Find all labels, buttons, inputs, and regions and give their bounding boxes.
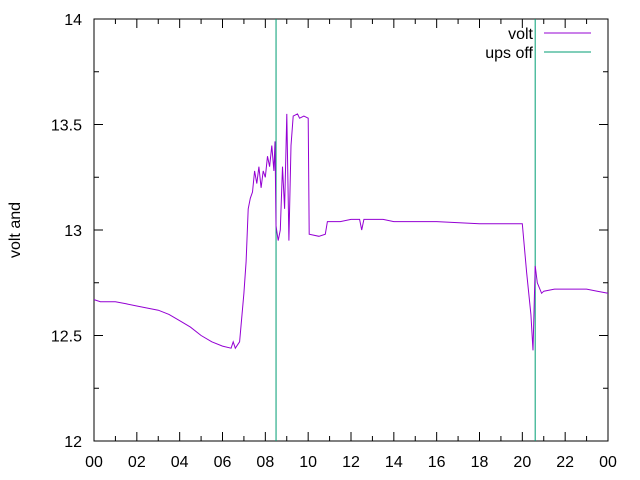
y-tick-label: 12.5	[51, 329, 82, 346]
x-tick-label: 02	[128, 454, 146, 471]
x-tick-label: 20	[513, 454, 531, 471]
y-tick-label: 13	[64, 223, 82, 240]
y-tick-label: 12	[64, 434, 82, 451]
x-tick-label: 06	[214, 454, 232, 471]
y-axis-label: volt and	[7, 202, 24, 258]
volt-line	[93, 113, 609, 351]
y-tick-label: 13.5	[51, 118, 82, 135]
legend-label: volt	[508, 26, 533, 43]
x-tick-label: 22	[556, 454, 574, 471]
x-tick-label: 08	[256, 454, 274, 471]
x-tick-label: 14	[385, 454, 403, 471]
x-tick-label: 00	[599, 454, 617, 471]
x-tick-label: 10	[299, 454, 317, 471]
y-tick-label: 14	[64, 12, 82, 29]
legend-label: ups off	[485, 45, 533, 62]
ups-off-lines	[275, 19, 536, 441]
x-tick-label: 18	[471, 454, 489, 471]
volt-series-layer	[93, 113, 609, 351]
x-tick-label: 16	[428, 454, 446, 471]
plot-area	[93, 18, 609, 442]
x-tick-label: 04	[171, 454, 189, 471]
x-tick-label: 12	[342, 454, 360, 471]
legend: volt ups off	[485, 26, 591, 62]
plot-frame	[93, 18, 609, 442]
x-tick-label: 00	[85, 454, 103, 471]
